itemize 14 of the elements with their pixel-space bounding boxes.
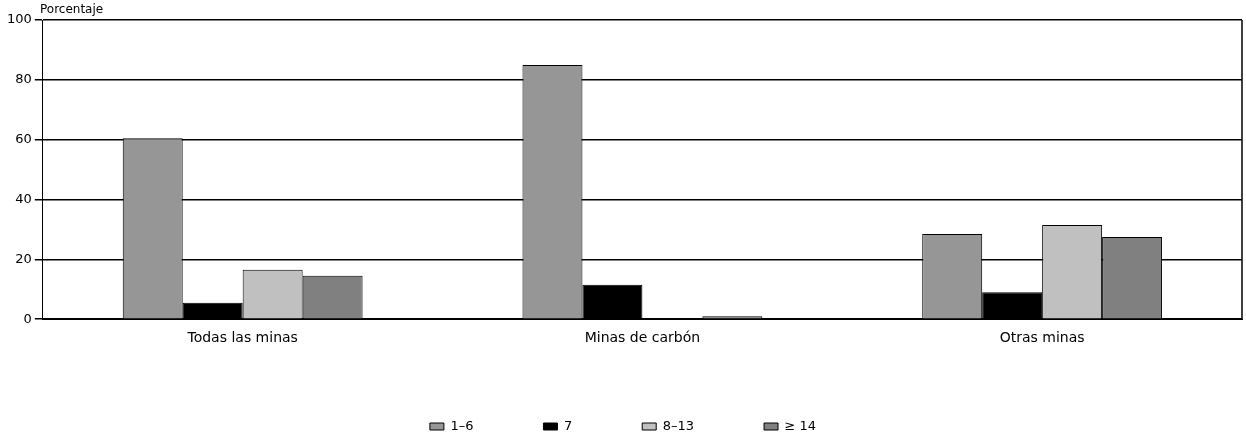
y-tick-label: 60 xyxy=(15,131,32,147)
legend-label: 7 xyxy=(563,417,573,433)
x-tick-label: Otras minas xyxy=(999,329,1085,346)
x-tick-label: Minas de carbón xyxy=(584,329,701,346)
y-tick-label: 0 xyxy=(23,310,32,326)
y-axis-title: Porcentaje xyxy=(40,2,104,16)
y-tick-label: 20 xyxy=(15,250,32,266)
y-tick-label: 100 xyxy=(6,11,32,27)
legend-label: ≥ 14 xyxy=(784,417,817,433)
legend-label: 8–13 xyxy=(662,417,695,433)
x-tick-label: Todas las minas xyxy=(186,329,298,346)
y-tick-label: 80 xyxy=(15,71,32,87)
y-tick-label: 40 xyxy=(15,190,32,206)
legend-label: 1–6 xyxy=(450,417,474,433)
